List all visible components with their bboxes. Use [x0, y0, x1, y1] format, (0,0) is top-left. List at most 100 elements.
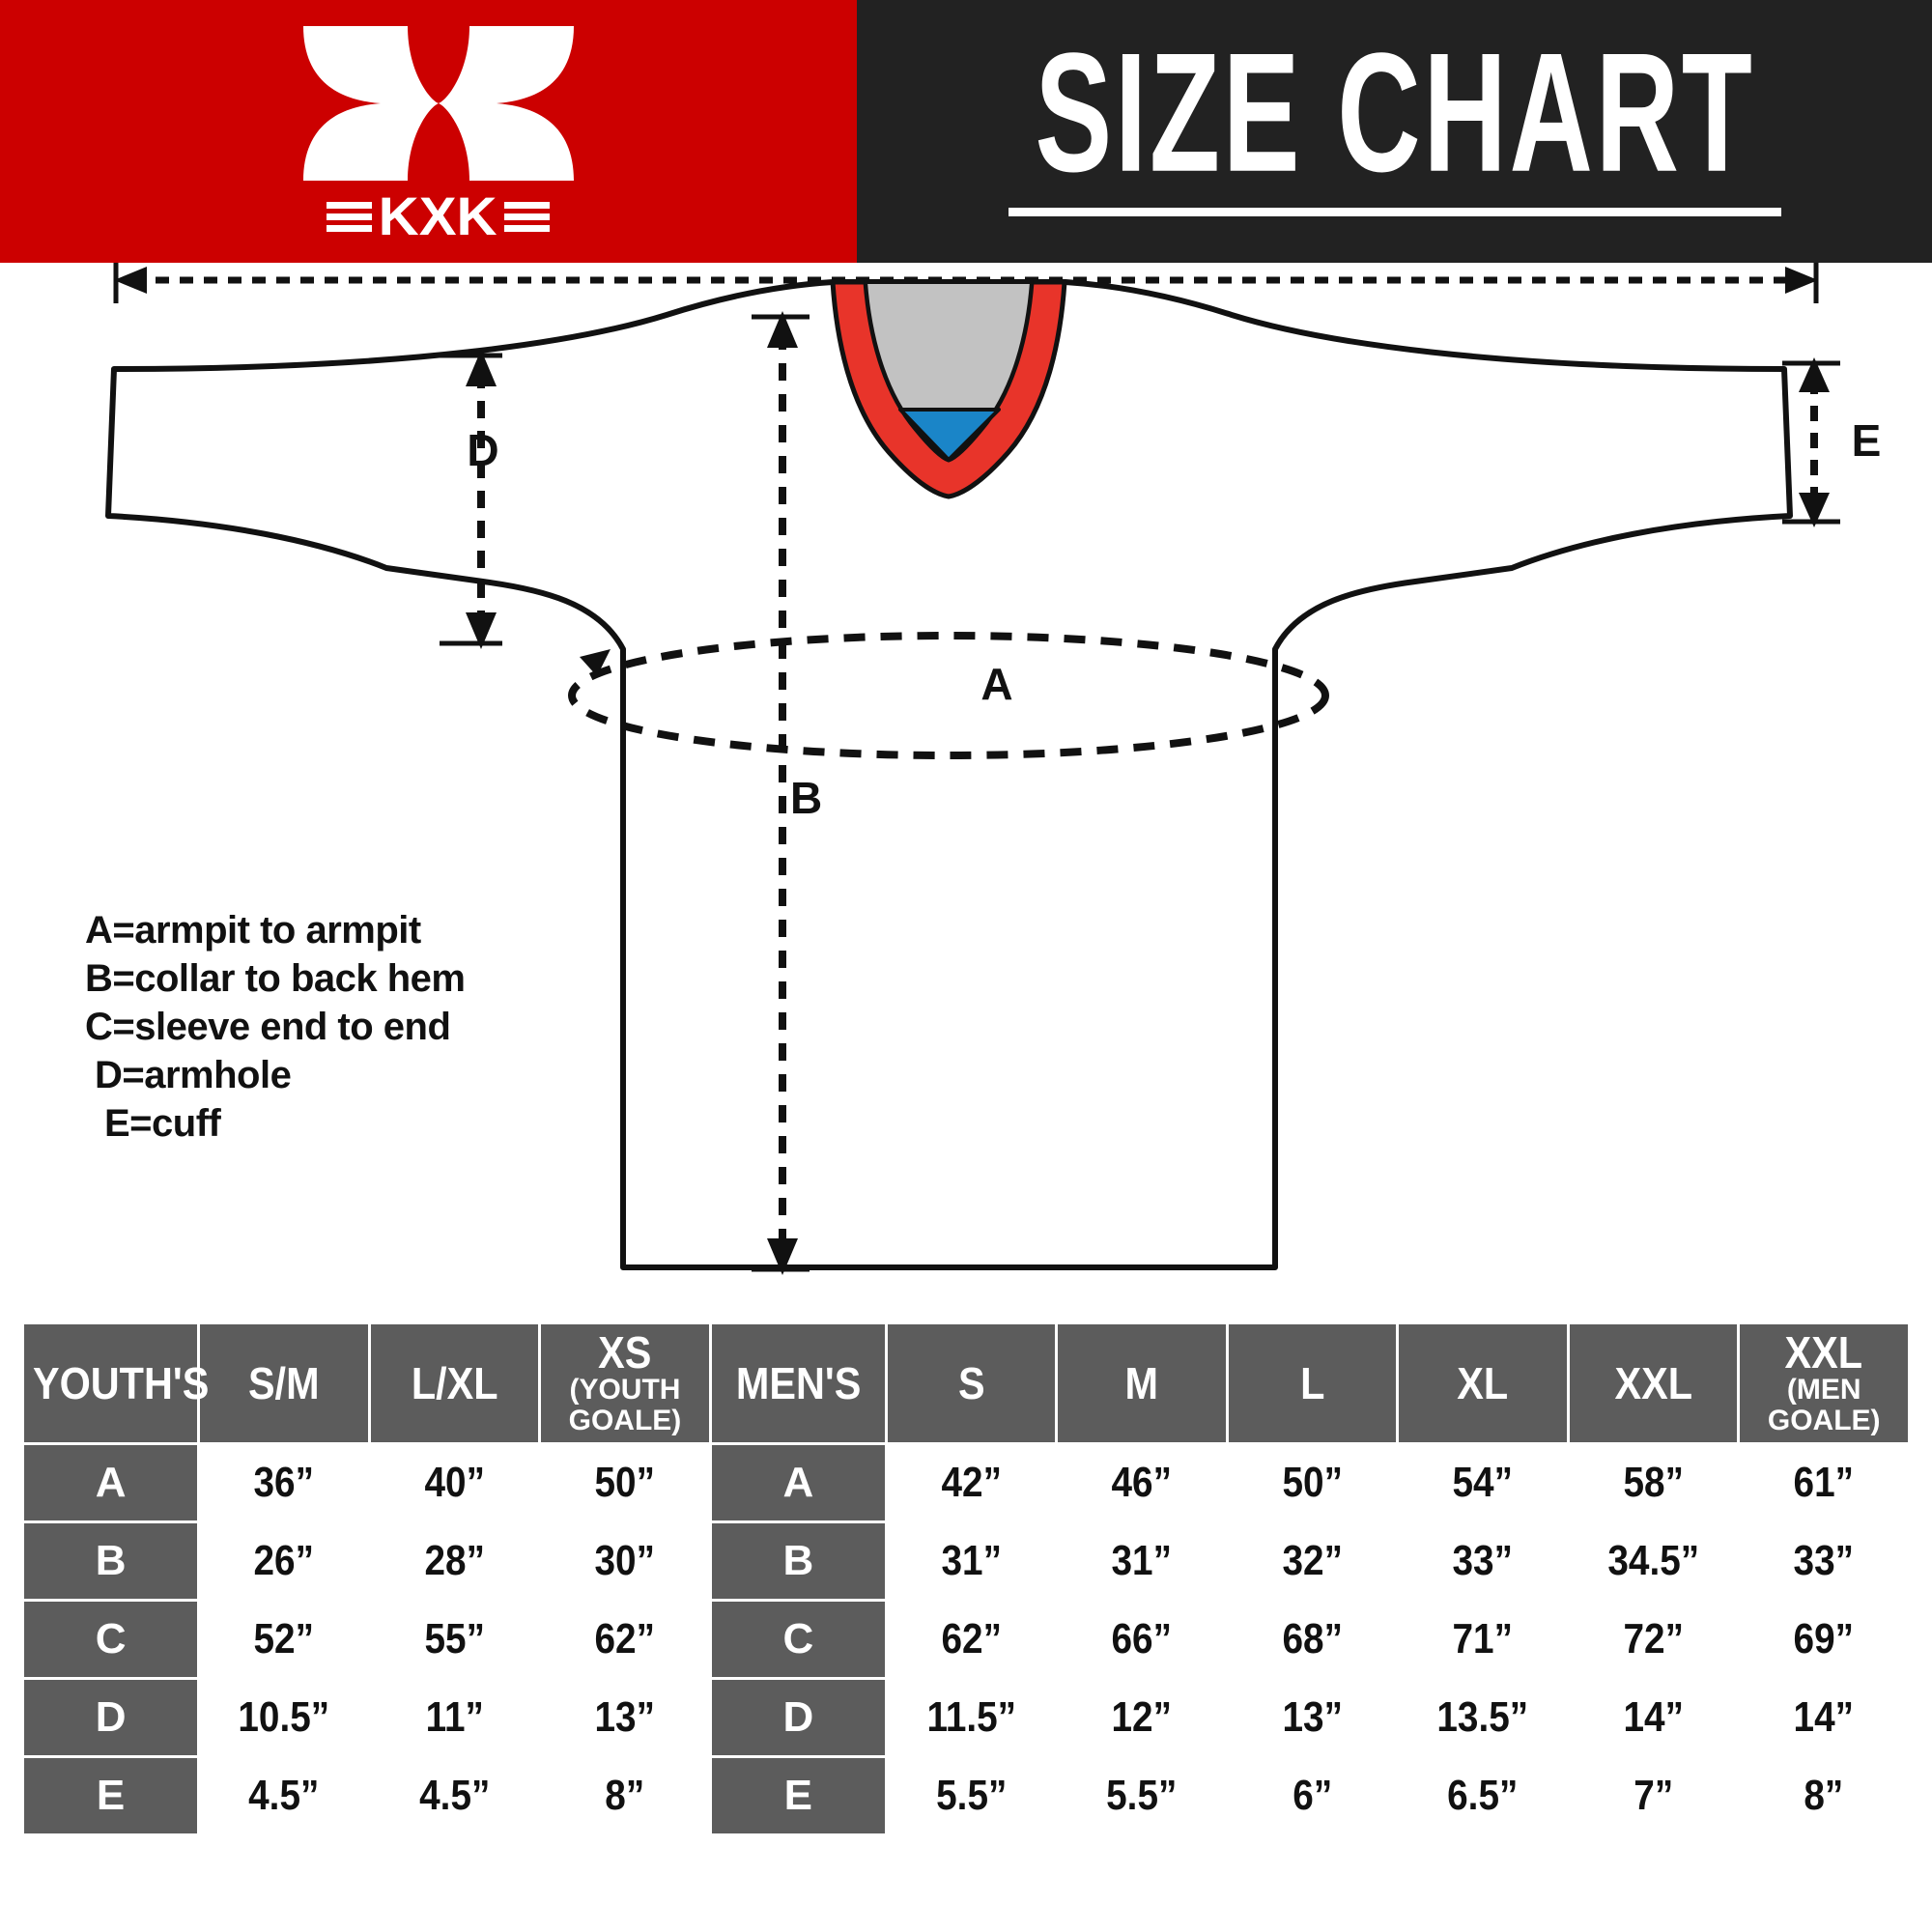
- dim-d-arrow-top: [466, 350, 497, 386]
- dim-b-arrow-bottom: [767, 1238, 798, 1275]
- cell-youth-e-sm: 4.5”: [200, 1758, 368, 1833]
- dim-b-arrow-top: [767, 311, 798, 348]
- brand-wordmark-row: KXK: [284, 185, 593, 246]
- cell-youth-a-lxl: 40”: [370, 1445, 539, 1520]
- table-row: A 36” 40” 50” A 42” 46” 50” 54” 58” 61”: [24, 1445, 1908, 1520]
- row-label-men-c: C: [711, 1602, 885, 1677]
- dim-e-arrow-top: [1799, 357, 1830, 392]
- size-table-wrapper: YOUTH'S S/M L/XL XS (YOUTH GOALE) MEN'S: [21, 1321, 1911, 1836]
- row-label-youth-c: C: [24, 1602, 198, 1677]
- cell-men-a-xxl-goale: 61”: [1740, 1445, 1908, 1520]
- cell-men-d-s: 11.5”: [887, 1680, 1056, 1755]
- cell-youth-c-lxl: 55”: [370, 1602, 539, 1677]
- row-label-youth-a: A: [24, 1445, 198, 1520]
- dimension-d-label: D: [467, 425, 498, 475]
- row-label-youth-b: B: [24, 1523, 198, 1599]
- page-title: SIZE CHART: [1034, 15, 1755, 208]
- jersey-diagram: C D E: [105, 263, 1882, 1275]
- dimension-d: [440, 350, 502, 649]
- cell-men-a-s: 42”: [887, 1445, 1056, 1520]
- cell-men-e-xxl-goale: 8”: [1740, 1758, 1908, 1833]
- legend-line-a: A=armpit to armpit: [85, 909, 421, 952]
- header-men-xxl-goale: XXL (MEN GOALE): [1740, 1324, 1908, 1442]
- header-youth-xs-goale: XS (YOUTH GOALE): [541, 1324, 709, 1442]
- cell-youth-a-xs: 50”: [541, 1445, 709, 1520]
- dimension-e-label: E: [1852, 415, 1882, 466]
- size-table: YOUTH'S S/M L/XL XS (YOUTH GOALE) MEN'S: [21, 1321, 1911, 1836]
- cell-men-d-xxl-goale: 14”: [1740, 1680, 1908, 1755]
- cell-youth-a-sm: 36”: [200, 1445, 368, 1520]
- cell-youth-b-xs: 30”: [541, 1523, 709, 1599]
- row-label-youth-d: D: [24, 1680, 198, 1755]
- cell-youth-e-xs: 8”: [541, 1758, 709, 1833]
- cell-youth-e-lxl: 4.5”: [370, 1758, 539, 1833]
- legend-line-c: C=sleeve end to end: [85, 1006, 451, 1048]
- cell-men-c-xxl: 72”: [1569, 1602, 1738, 1677]
- row-label-men-b: B: [711, 1523, 885, 1599]
- brand-logo: KXK: [284, 20, 593, 246]
- cell-men-a-m: 46”: [1058, 1445, 1226, 1520]
- brand-wordmark: KXK: [379, 185, 497, 246]
- legend-line-e: E=cuff: [104, 1102, 221, 1145]
- collar-accent-triangle: [898, 408, 1001, 462]
- cell-men-e-s: 5.5”: [887, 1758, 1056, 1833]
- cell-men-d-m: 12”: [1058, 1680, 1226, 1755]
- cell-men-c-l: 68”: [1228, 1602, 1397, 1677]
- dimension-e: [1782, 357, 1840, 527]
- header-mens: MEN'S: [711, 1324, 885, 1442]
- header-youth-lxl: L/XL: [370, 1324, 539, 1442]
- cell-youth-d-lxl: 11”: [370, 1680, 539, 1755]
- dim-a-arrowhead: [580, 649, 611, 676]
- dim-c-arrow-right: [1785, 267, 1818, 294]
- dim-d-arrow-bottom: [466, 612, 497, 649]
- header-men-s: S: [887, 1324, 1056, 1442]
- brand-panel: KXK: [0, 0, 857, 263]
- cell-men-c-xxl-goale: 69”: [1740, 1602, 1908, 1677]
- header-men-xxl: XXL: [1569, 1324, 1738, 1442]
- cell-youth-b-sm: 26”: [200, 1523, 368, 1599]
- cell-youth-c-sm: 52”: [200, 1602, 368, 1677]
- triple-bar-icon-right: [503, 201, 550, 232]
- title-underline: [1008, 207, 1781, 216]
- cell-men-d-xxl: 14”: [1569, 1680, 1738, 1755]
- cell-men-e-m: 5.5”: [1058, 1758, 1226, 1833]
- header-youths: YOUTH'S: [24, 1324, 209, 1442]
- cell-men-b-l: 32”: [1228, 1523, 1397, 1599]
- cell-men-d-xl: 13.5”: [1399, 1680, 1567, 1755]
- cell-men-a-xl: 54”: [1399, 1445, 1567, 1520]
- cell-youth-d-sm: 10.5”: [200, 1680, 368, 1755]
- legend-line-d: D=armhole: [95, 1054, 292, 1096]
- row-label-men-d: D: [711, 1680, 885, 1755]
- cell-youth-d-xs: 13”: [541, 1680, 709, 1755]
- cell-men-e-xxl: 7”: [1569, 1758, 1738, 1833]
- cell-youth-c-xs: 62”: [541, 1602, 709, 1677]
- title-panel: SIZE CHART: [857, 0, 1932, 263]
- cell-men-b-s: 31”: [887, 1523, 1056, 1599]
- table-header-row: YOUTH'S S/M L/XL XS (YOUTH GOALE) MEN'S: [24, 1324, 1908, 1442]
- table-row: B 26” 28” 30” B 31” 31” 32” 33” 34.5” 33…: [24, 1523, 1908, 1599]
- cell-men-e-l: 6”: [1228, 1758, 1397, 1833]
- kxk-hourglass-logo-icon: [302, 26, 574, 181]
- dim-e-arrow-bottom: [1799, 493, 1830, 527]
- dimension-a: [568, 632, 1329, 759]
- dimension-a-label: A: [980, 659, 1012, 709]
- cell-men-c-xl: 71”: [1399, 1602, 1567, 1677]
- cell-men-b-xl: 33”: [1399, 1523, 1567, 1599]
- dimension-b-label: B: [790, 773, 822, 823]
- row-label-men-a: A: [711, 1445, 885, 1520]
- cell-men-a-l: 50”: [1228, 1445, 1397, 1520]
- cell-men-b-xxl: 34.5”: [1569, 1523, 1738, 1599]
- cell-men-b-xxl-goale: 33”: [1740, 1523, 1908, 1599]
- header-men-xl: XL: [1399, 1324, 1567, 1442]
- dimension-c-label: C: [926, 263, 958, 265]
- cell-men-b-m: 31”: [1058, 1523, 1226, 1599]
- cell-men-a-xxl: 58”: [1569, 1445, 1738, 1520]
- header-youth-sm: S/M: [200, 1324, 368, 1442]
- triple-bar-icon-left: [327, 201, 373, 232]
- table-row: D 10.5” 11” 13” D 11.5” 12” 13” 13.5” 14…: [24, 1680, 1908, 1755]
- cell-men-d-l: 13”: [1228, 1680, 1397, 1755]
- table-row: C 52” 55” 62” C 62” 66” 68” 71” 72” 69”: [24, 1602, 1908, 1677]
- cell-men-e-xl: 6.5”: [1399, 1758, 1567, 1833]
- cell-men-c-s: 62”: [887, 1602, 1056, 1677]
